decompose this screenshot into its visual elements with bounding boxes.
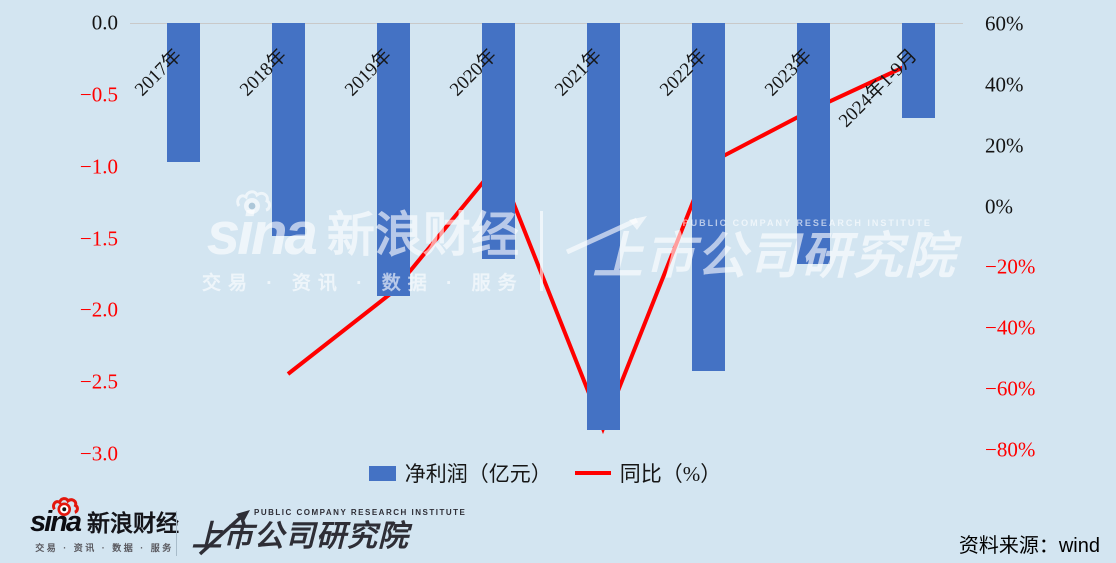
legend-bar-swatch xyxy=(368,465,396,481)
institute-cn: 上市公司研究院 xyxy=(192,520,409,553)
legend: 净利润（亿元） 同比（%） xyxy=(0,458,1116,488)
footer-divider xyxy=(176,511,177,556)
legend-bar-label: 净利润（亿元） xyxy=(404,462,552,486)
bar-2019年 xyxy=(376,23,410,296)
data-source-label: 资料来源：wind xyxy=(958,535,1100,557)
y-axis-left-tick: −1.0 xyxy=(79,154,118,179)
y-axis-right-tick: 20% xyxy=(985,133,1024,158)
institute-arrow-icon xyxy=(198,510,250,556)
y-axis-right-tick: 60% xyxy=(985,11,1024,36)
y-axis-left-tick: −1.5 xyxy=(79,226,118,250)
y-axis-right-tick: −20% xyxy=(985,254,1036,279)
bar-2022年 xyxy=(691,23,725,371)
bar-2024年1-9月 xyxy=(901,23,935,118)
bar-2017年 xyxy=(166,23,200,163)
y-axis-left-tick: −2.5 xyxy=(79,369,118,394)
zero-gridline xyxy=(130,23,963,24)
y-axis-left-tick: −3.0 xyxy=(79,441,118,466)
y-axis-right-tick: −40% xyxy=(985,315,1036,340)
y-axis-left-tick: −2.0 xyxy=(79,297,118,322)
y-axis-right-tick: −60% xyxy=(985,376,1036,401)
institute-en: PUBLIC COMPANY RESEARCH INSTITUTE xyxy=(254,508,467,517)
y-axis-left-tick: −0.5 xyxy=(79,82,118,107)
bar-2023年 xyxy=(796,23,830,265)
sina-eye-icon xyxy=(52,497,79,516)
sina-tagline: 交易 · 资讯 · 数据 · 服务 xyxy=(35,543,174,553)
y-axis-left-tick: 0.0 xyxy=(91,10,118,35)
bar-2021年 xyxy=(586,23,620,430)
footer-sina-logo: sina 新浪财经 交易 · 资讯 · 数据 · 服务 xyxy=(30,497,180,554)
y-axis-right-tick: −80% xyxy=(985,437,1036,462)
footer-institute-logo: PUBLIC COMPANY RESEARCH INSTITUTE 上市公司研究… xyxy=(192,508,467,556)
legend-line-swatch xyxy=(574,471,611,475)
sina-logo-word: sina xyxy=(30,497,82,537)
sina-logo-cn: 新浪财经 xyxy=(87,510,180,536)
legend-line-label: 同比（%） xyxy=(619,462,722,486)
y-axis-right-tick: 40% xyxy=(985,72,1024,97)
y-axis-right-tick: 0% xyxy=(985,194,1013,219)
bar-2018年 xyxy=(271,23,305,236)
bar-2020年 xyxy=(481,23,515,259)
